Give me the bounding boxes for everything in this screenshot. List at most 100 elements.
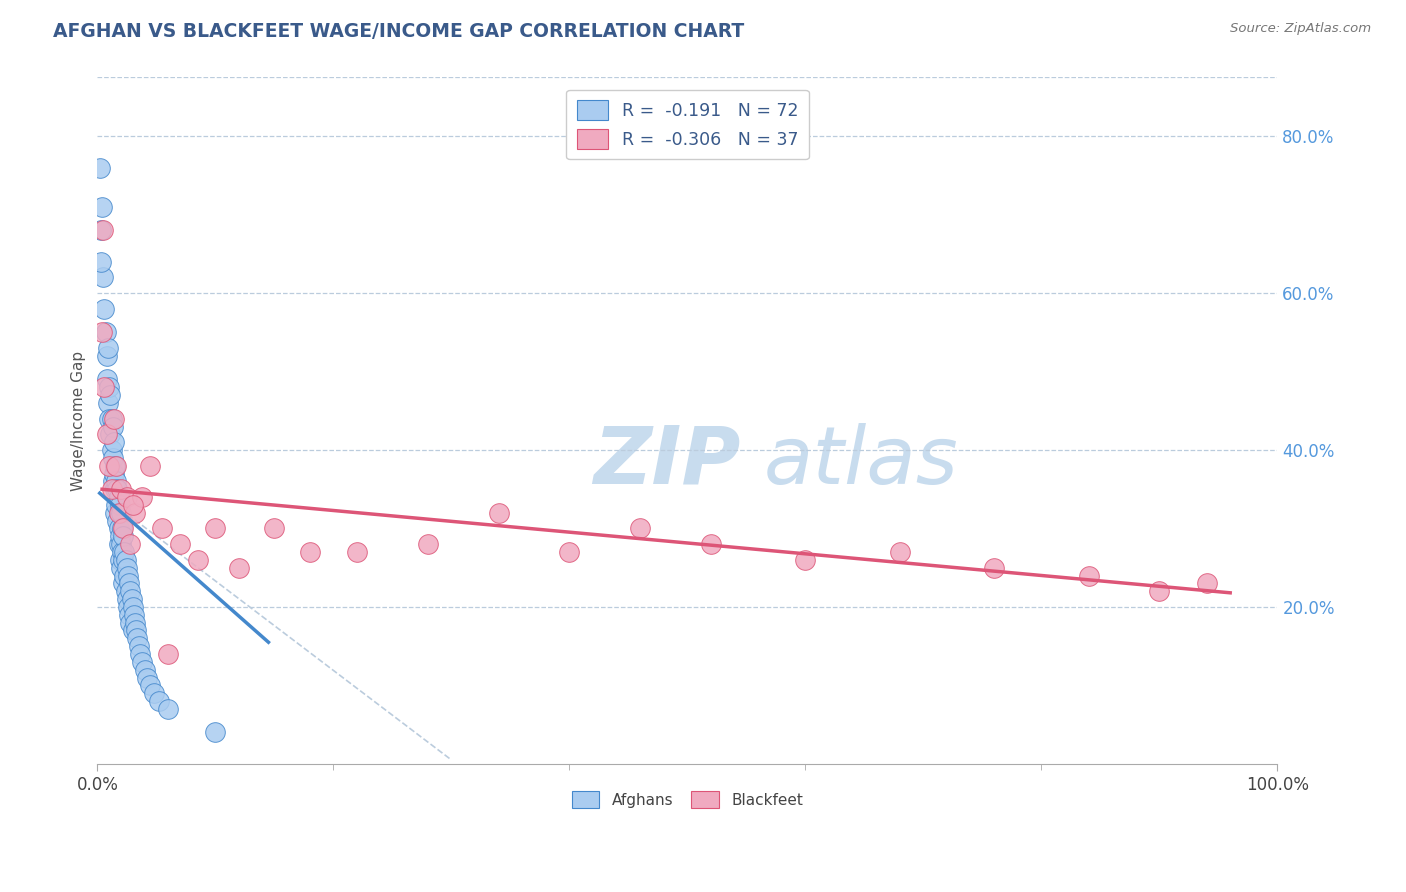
Point [96, 427, 118, 442]
Point [91, 223, 114, 237]
Point [150, 521, 173, 535]
Point [416, 537, 439, 551]
Point [91, 326, 114, 340]
Point [558, 545, 581, 559]
Legend: Afghans, Blackfeet: Afghans, Blackfeet [565, 785, 808, 814]
Point [114, 545, 136, 559]
Point [100, 411, 122, 425]
Text: Source: ZipAtlas.com: Source: ZipAtlas.com [1230, 22, 1371, 36]
Point [118, 607, 141, 622]
Point [115, 490, 138, 504]
Point [100, 443, 122, 458]
Point [117, 568, 139, 582]
Text: AFGHAN VS BLACKFEET WAGE/INCOME GAP CORRELATION CHART: AFGHAN VS BLACKFEET WAGE/INCOME GAP CORR… [53, 22, 745, 41]
Point [110, 537, 132, 551]
Point [98, 380, 121, 394]
Point [700, 537, 723, 551]
Point [120, 584, 142, 599]
Point [131, 655, 153, 669]
Point [157, 702, 180, 716]
Point [263, 521, 285, 535]
Point [125, 624, 148, 638]
Point [134, 663, 156, 677]
Point [111, 545, 134, 559]
Point [90, 254, 112, 268]
Point [110, 483, 132, 497]
Point [128, 647, 150, 661]
Point [488, 506, 510, 520]
Point [1077, 568, 1099, 582]
Point [105, 458, 128, 473]
Point [107, 483, 129, 497]
Point [121, 599, 143, 614]
Point [103, 467, 125, 481]
Point [346, 545, 368, 559]
Point [108, 498, 131, 512]
Point [148, 694, 170, 708]
Point [121, 592, 143, 607]
Point [110, 506, 132, 520]
Point [103, 411, 125, 425]
Point [139, 678, 162, 692]
Point [105, 475, 128, 489]
Point [187, 553, 209, 567]
Point [117, 599, 139, 614]
Point [120, 537, 142, 551]
Point [128, 639, 150, 653]
Point [98, 388, 121, 402]
Point [1149, 584, 1171, 599]
Point [96, 349, 118, 363]
Point [97, 396, 120, 410]
Point [122, 607, 145, 622]
Point [104, 506, 127, 520]
Point [114, 584, 136, 599]
Point [91, 270, 114, 285]
Point [112, 576, 135, 591]
Point [107, 490, 129, 504]
Text: atlas: atlas [763, 423, 959, 500]
Point [107, 514, 129, 528]
Point [118, 576, 141, 591]
Point [120, 615, 142, 630]
Point [100, 483, 122, 497]
Point [124, 506, 146, 520]
Point [93, 380, 115, 394]
Point [143, 686, 166, 700]
Point [98, 427, 121, 442]
Point [107, 521, 129, 535]
Point [114, 553, 136, 567]
Point [101, 419, 124, 434]
Point [124, 615, 146, 630]
Point [107, 537, 129, 551]
Point [112, 553, 135, 567]
Point [1195, 576, 1218, 591]
Point [135, 671, 157, 685]
Point [89, 161, 111, 175]
Point [139, 458, 162, 473]
Point [96, 372, 118, 386]
Point [115, 560, 138, 574]
Point [101, 450, 124, 465]
Point [110, 560, 132, 574]
Point [121, 498, 143, 512]
Point [112, 529, 135, 543]
Point [628, 521, 651, 535]
Point [108, 529, 131, 543]
Point [104, 458, 127, 473]
Point [104, 483, 127, 497]
Point [121, 624, 143, 638]
Point [204, 725, 226, 739]
Point [97, 341, 120, 355]
Point [114, 568, 136, 582]
Point [228, 560, 250, 574]
Point [983, 560, 1005, 574]
Point [107, 506, 129, 520]
Point [105, 498, 128, 512]
Point [101, 475, 124, 489]
Point [91, 200, 114, 214]
Point [794, 553, 817, 567]
Point [115, 592, 138, 607]
Point [127, 632, 149, 646]
Text: ZIP: ZIP [593, 423, 741, 500]
Point [90, 223, 112, 237]
